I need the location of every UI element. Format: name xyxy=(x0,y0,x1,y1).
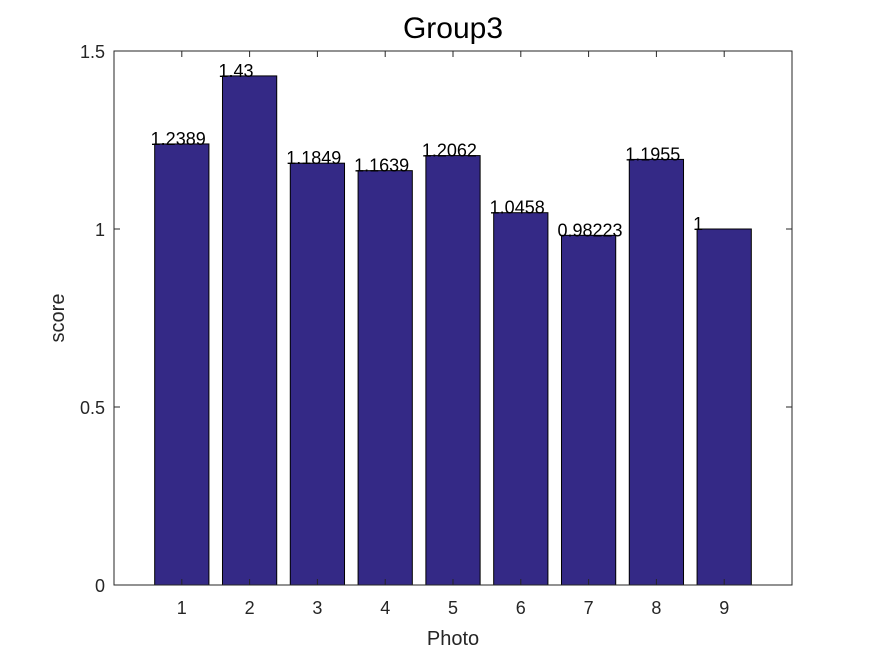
data-label-7: 0.98223 xyxy=(557,220,622,240)
bar-2 xyxy=(221,75,278,586)
x-tick-label-8: 8 xyxy=(651,598,661,618)
ticks-layer: 1 2 3 4 5 6 7 8 9 0 0.5 1 1.5 xyxy=(80,42,792,618)
data-label-5: 1.2062 xyxy=(422,141,477,161)
x-tick-label-4: 4 xyxy=(380,598,390,618)
bar-7 xyxy=(560,234,617,586)
data-label-6: 1.0458 xyxy=(490,198,545,218)
chart-title: Group3 xyxy=(403,12,503,45)
x-axis-label: Photo xyxy=(427,628,479,650)
data-labels-layer: 1.2389 1.43 1.1849 1.1639 1.2062 1.0458 0.9822… xyxy=(151,61,703,240)
y-axis-label: score xyxy=(47,294,69,343)
x-tick-label-5: 5 xyxy=(448,598,458,618)
x-tick-label-3: 3 xyxy=(312,598,322,618)
y-tick-label-2: 1 xyxy=(95,220,105,240)
data-label-2: 1.43 xyxy=(218,61,253,81)
x-tick-label-9: 9 xyxy=(719,598,729,618)
data-label-9: 1 xyxy=(693,214,703,234)
x-tick-label-1: 1 xyxy=(177,598,187,618)
bars-layer xyxy=(154,75,752,586)
y-tick-label-0: 0 xyxy=(95,576,105,596)
bar-9 xyxy=(696,228,752,586)
data-label-3: 1.1849 xyxy=(286,148,341,168)
data-label-1: 1.2389 xyxy=(151,129,206,149)
y-tick-label-1: 0.5 xyxy=(80,398,105,418)
bar-8 xyxy=(628,158,685,586)
data-label-8: 1.1955 xyxy=(625,144,680,164)
data-label-4: 1.1639 xyxy=(354,156,409,176)
bar-1 xyxy=(154,143,210,586)
bar-3 xyxy=(289,162,346,586)
x-tick-label-6: 6 xyxy=(516,598,526,618)
bar-4 xyxy=(357,170,413,586)
bar-6 xyxy=(493,212,549,586)
x-tick-label-7: 7 xyxy=(584,598,594,618)
bar-5 xyxy=(425,155,481,586)
y-tick-label-3: 1.5 xyxy=(80,42,105,62)
x-tick-label-2: 2 xyxy=(245,598,255,618)
